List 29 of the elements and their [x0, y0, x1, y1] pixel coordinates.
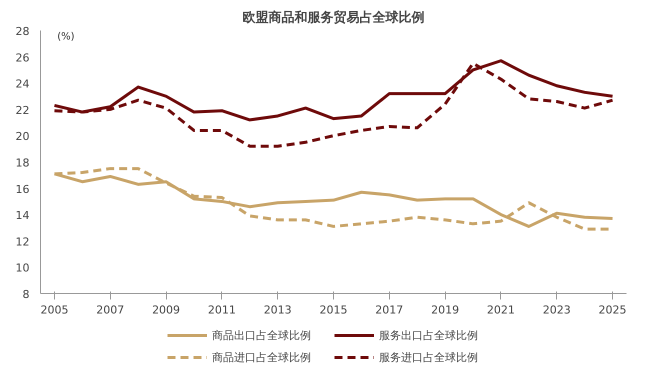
x-tick-label: 2019: [431, 304, 460, 316]
y-tick-label: 28: [16, 25, 30, 38]
x-tick-label: 2025: [598, 304, 627, 316]
x-tick-label: 2011: [208, 304, 236, 316]
x-tick-label: 2015: [320, 304, 348, 316]
x-tick-label: 2005: [40, 304, 68, 316]
legend-label: 服务进口占全球比例: [379, 350, 479, 364]
y-tick-label: 8: [22, 288, 30, 301]
x-tick-label: 2009: [152, 304, 180, 316]
x-tick-label: 2017: [375, 304, 404, 316]
y-axis-title: (%): [57, 32, 75, 42]
y-tick-label: 20: [16, 130, 30, 144]
chart-title: 欧盟商品和服务贸易占全球比例: [242, 10, 424, 26]
y-tick-label: 26: [16, 51, 30, 64]
line-series: [52, 62, 614, 148]
y-tick-label: 10: [16, 262, 30, 275]
legend-label: 商品进口占全球比例: [212, 350, 312, 364]
y-tick-label: 24: [16, 78, 30, 91]
x-tick-label: 2023: [542, 304, 571, 316]
x-tick-label: 2021: [486, 304, 515, 316]
legend-label: 商品出口占全球比例: [212, 328, 312, 342]
y-tick-label: 18: [16, 156, 30, 170]
legend-label: 服务出口占全球比例: [379, 328, 479, 342]
y-tick-label: 14: [16, 209, 30, 222]
x-tick-label: 2013: [264, 304, 292, 316]
x-tick-label: 2007: [96, 304, 124, 316]
y-tick-label: 16: [16, 182, 30, 196]
y-tick-label: 12: [16, 235, 30, 248]
y-tick-label: 22: [16, 104, 30, 117]
